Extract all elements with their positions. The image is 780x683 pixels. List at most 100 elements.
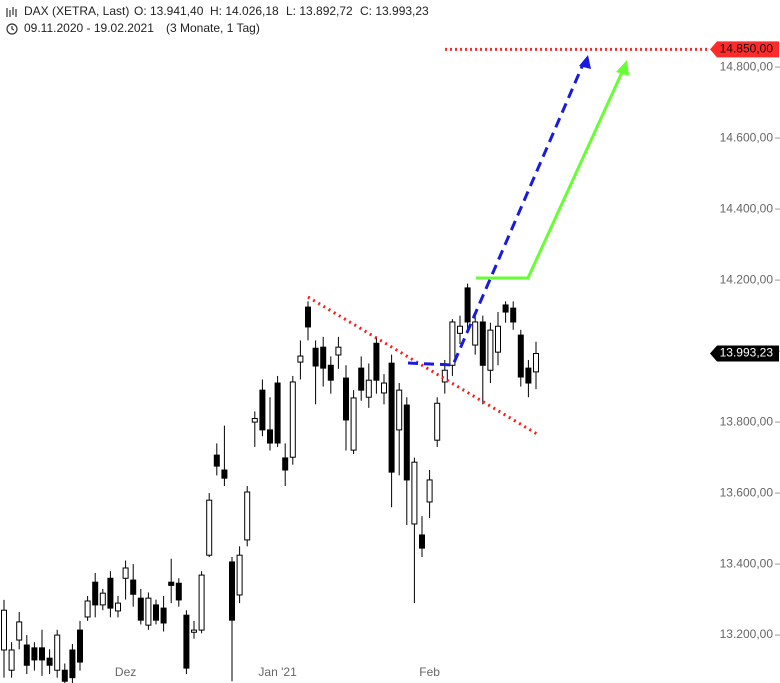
candle-body [403,404,410,481]
candle-body [327,364,334,381]
candle-body [31,647,38,661]
candle-body [479,321,486,366]
candle-body [419,534,425,549]
candle-body [99,592,106,606]
candle-body [107,577,114,609]
y-tick-label: 14.600,00 [720,130,774,144]
candle-body [39,647,45,661]
candle-body [251,418,258,423]
candle-body [411,461,418,525]
candle-body [213,454,220,467]
candle-body [502,304,509,313]
candle-body [84,600,91,618]
chart-icon [6,7,17,17]
candle-body [525,367,532,384]
trend-line [307,295,538,436]
candle-body [335,346,342,356]
candle-body [373,342,380,381]
y-tick-label: 13.800,00 [720,414,774,428]
candle-body [434,402,441,441]
candle-body [457,325,463,334]
candle-body [274,382,281,444]
candle-body [236,554,243,596]
candle-body [426,479,433,503]
candle-body [464,287,471,323]
close-label: C: 13.993,23 [360,4,429,18]
candle-body [221,469,228,479]
high-label: H: 14.026,18 [210,4,279,18]
candle-body [358,367,365,391]
open-label: O: 13.941,40 [134,4,204,18]
candle-body [23,644,30,666]
candle-body [472,321,479,346]
x-tick-label: Jan '21 [258,665,297,679]
candle-body [381,382,387,394]
clock-icon [6,23,18,35]
candle-body [137,597,144,621]
candle-body [449,321,456,366]
candle-body [92,581,99,606]
candle-body [289,381,296,458]
instrument: DAX (XETRA, Last) [24,4,129,18]
candle-body [153,604,159,621]
candle-body [350,397,357,451]
candle-body [320,346,327,369]
candle-body [168,581,175,586]
candle-body [517,334,524,378]
candle-body [1,609,7,651]
candle-body [69,649,76,679]
candle-body [495,325,501,353]
y-tick-label: 14.800,00 [720,59,774,73]
candle-body [510,307,517,323]
y-tick-label: 14.400,00 [720,201,774,215]
candle-body [77,629,83,663]
candle-body [259,389,266,431]
candle-body [312,347,319,367]
candle-body [305,306,311,328]
arrow-head [579,55,591,69]
candle-body [206,499,213,556]
candle-body [198,574,205,631]
candle-body [282,457,289,471]
candle-body [115,602,121,612]
candle-body [16,621,23,641]
projection-path [476,67,626,280]
price-tags: 14.850,00 13.993,23 [710,41,779,362]
candle-body [8,649,15,671]
candle-body [388,362,395,473]
y-tick-label: 13.400,00 [720,556,774,570]
candle-body [297,355,304,363]
candle-body [267,429,273,444]
candle-body [365,379,372,398]
candle-body [61,669,68,682]
candle-body [160,607,167,624]
candle-body [229,561,235,621]
candle-body [145,597,152,626]
price-tag [710,41,779,58]
candle-body [244,491,251,541]
header: DAX (XETRA, Last) O: 13.941,40 H: 14.026… [6,4,429,35]
candle-body [533,352,539,373]
low-label: L: 13.892,72 [286,4,353,18]
period: (3 Monate, 1 Tag) [166,21,260,35]
candle-body [487,329,494,371]
price-tag [710,345,779,362]
price-tag-label: 14.850,00 [720,42,774,56]
date-range: 09.11.2020 - 19.02.2021 [24,21,154,35]
drawings [307,55,629,436]
candle-body [130,579,137,595]
candle-body [343,377,349,421]
y-tick-label: 14.200,00 [720,272,774,286]
projection-path [407,61,586,367]
candle-body [441,369,448,383]
x-tick-label: Dez [115,665,136,679]
y-tick-label: 13.200,00 [720,627,774,641]
arrow-head [616,60,629,76]
candle-body [396,389,403,431]
x-tick-label: Feb [419,665,440,679]
candle-body [191,629,197,633]
candle-body [175,582,182,601]
plot: 13.200,0013.400,0013.600,0013.800,0014.0… [1,47,780,683]
candle-body [122,567,129,579]
